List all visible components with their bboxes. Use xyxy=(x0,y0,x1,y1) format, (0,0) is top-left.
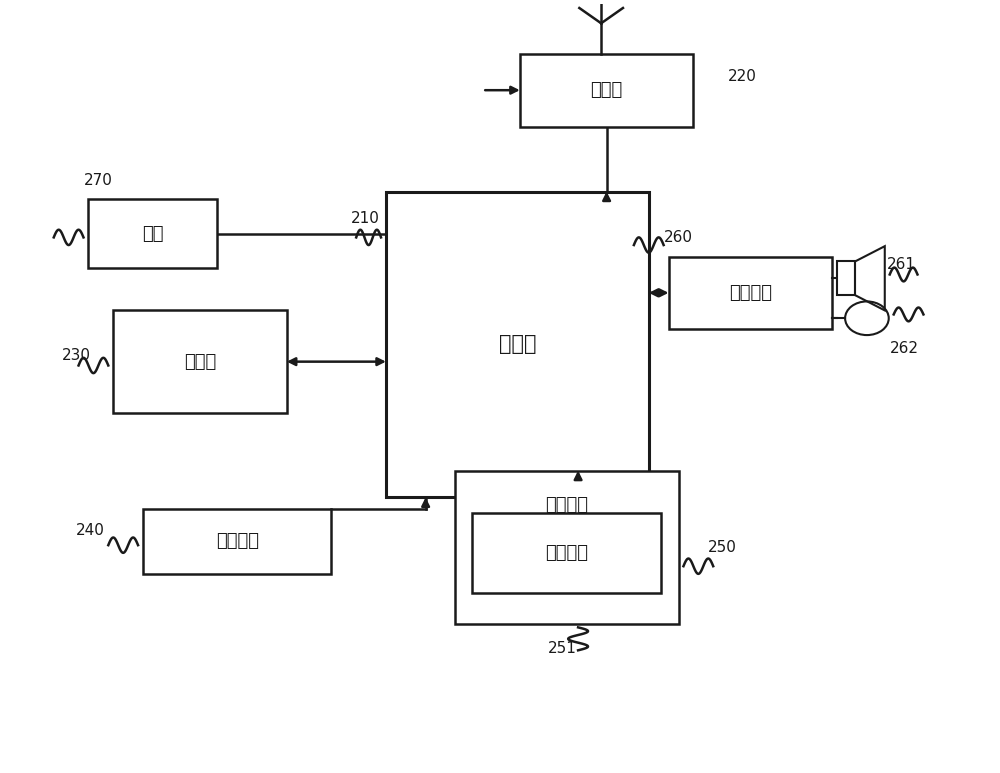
Bar xyxy=(113,310,287,414)
Text: 处理器: 处理器 xyxy=(499,335,536,355)
Text: 电源: 电源 xyxy=(142,225,164,243)
Bar xyxy=(455,471,679,624)
Text: 250: 250 xyxy=(708,540,737,554)
Text: 210: 210 xyxy=(351,211,380,226)
Bar xyxy=(88,199,217,268)
Text: 230: 230 xyxy=(62,349,91,363)
Text: 261: 261 xyxy=(887,257,916,271)
Bar xyxy=(143,509,331,574)
Text: 存储器: 存储器 xyxy=(184,352,216,370)
Text: 270: 270 xyxy=(84,172,112,188)
Text: 251: 251 xyxy=(548,642,576,656)
Text: 显示单元: 显示单元 xyxy=(545,496,588,514)
Text: 260: 260 xyxy=(664,230,693,245)
Bar xyxy=(669,257,832,329)
Text: 音频电路: 音频电路 xyxy=(729,284,772,301)
Text: 240: 240 xyxy=(76,523,104,538)
Text: 显示面板: 显示面板 xyxy=(545,544,588,562)
Bar xyxy=(837,261,855,295)
Text: 收发器: 收发器 xyxy=(590,81,623,99)
Text: 220: 220 xyxy=(728,70,757,84)
Bar xyxy=(520,54,693,127)
Bar xyxy=(472,512,661,593)
Text: 262: 262 xyxy=(890,341,919,356)
Text: 输入单元: 输入单元 xyxy=(216,533,259,550)
Bar xyxy=(386,192,649,497)
Polygon shape xyxy=(855,246,885,311)
